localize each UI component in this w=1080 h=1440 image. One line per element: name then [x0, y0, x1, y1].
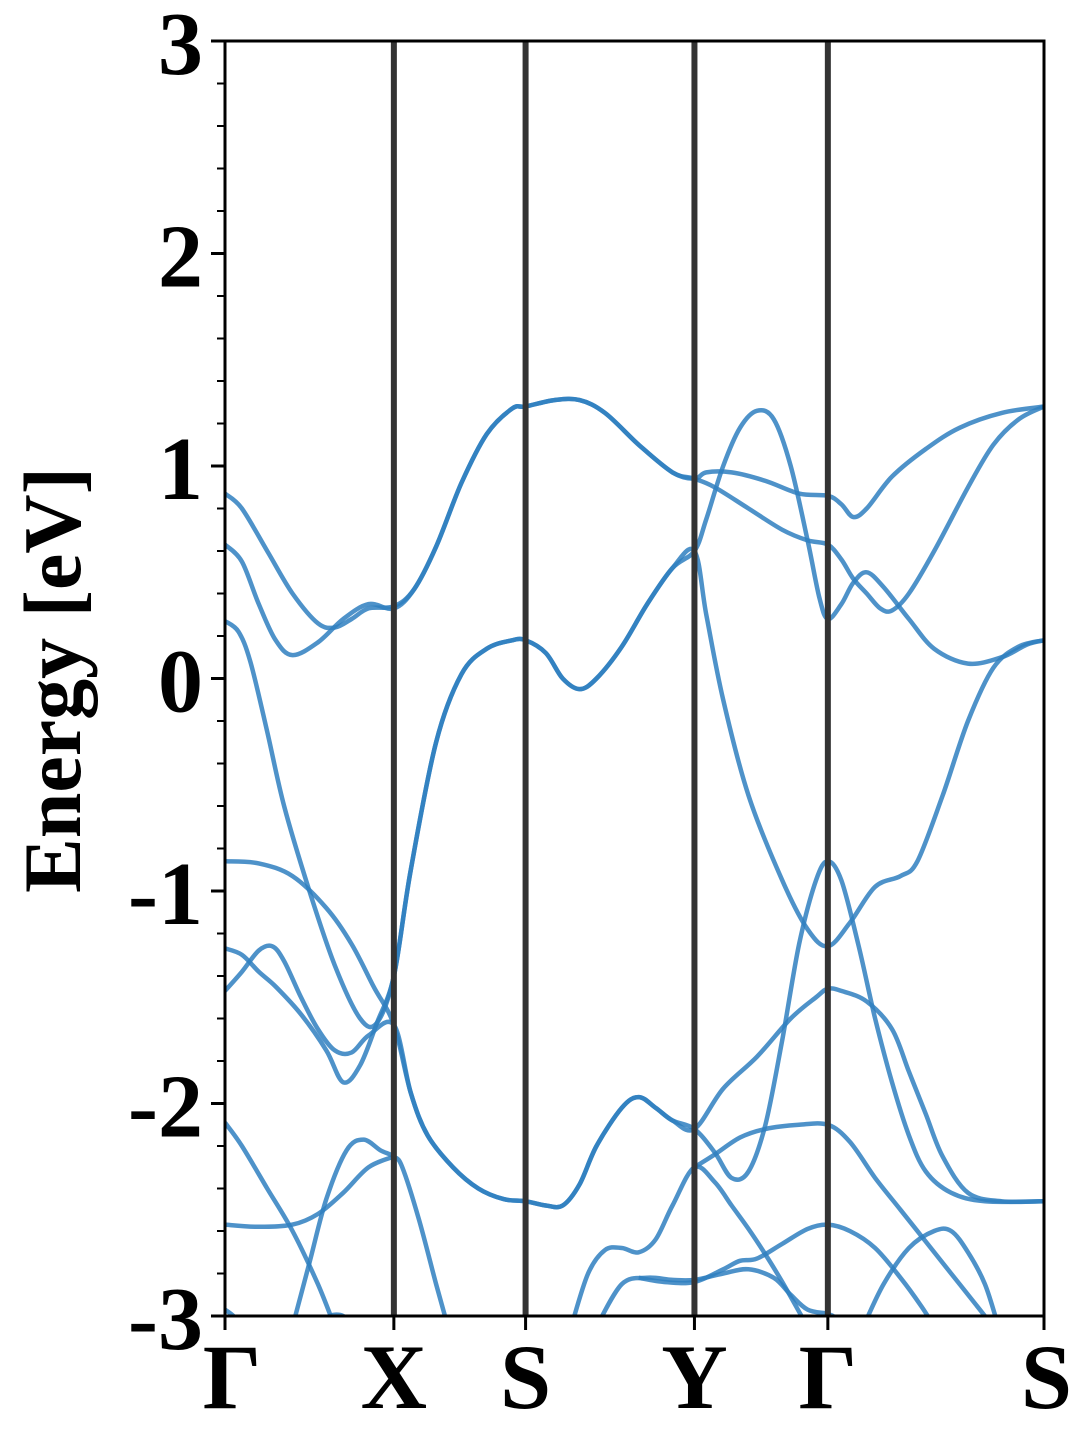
k-point-label: Γ — [799, 1326, 858, 1428]
band-line-8 — [293, 1137, 448, 1316]
plot-border — [223, 39, 1046, 1318]
band-line-15 — [225, 1307, 237, 1316]
band-line-6 — [225, 859, 1044, 1210]
k-point-label: S — [500, 1326, 551, 1428]
k-point-label: Γ — [203, 1326, 262, 1428]
band-line-14 — [865, 1226, 998, 1316]
y-tick-label: -2 — [128, 1058, 203, 1157]
band-line-2 — [225, 396, 1044, 658]
plot-frame — [223, 39, 1046, 1318]
y-tick-label: 1 — [158, 420, 203, 519]
band-line-10 — [571, 1164, 805, 1316]
y-tick-label: -1 — [128, 845, 203, 944]
k-point-label: X — [361, 1326, 427, 1428]
band-line-7 — [225, 1121, 334, 1316]
y-axis-label: Energy [eV] — [7, 467, 98, 893]
energy-bands — [225, 396, 1044, 1316]
band-line-1 — [225, 396, 1044, 631]
band-line-11 — [693, 1121, 988, 1316]
band-line-4 — [225, 859, 1044, 1210]
band-line-12 — [599, 1266, 838, 1316]
band-line-5 — [225, 546, 1044, 1085]
y-tick-label: -3 — [128, 1270, 203, 1369]
k-point-label: S — [1021, 1326, 1072, 1428]
k-point-label: Y — [661, 1326, 727, 1428]
high-symmetry-lines — [390, 41, 831, 1316]
y-tick-label: 3 — [158, 0, 203, 94]
y-tick-label: 2 — [158, 208, 203, 307]
y-axis-ticks: 3 2 1 0 -1 -2 -3 — [128, 0, 225, 1369]
y-tick-label: 0 — [158, 633, 203, 732]
band-line-9 — [225, 1154, 395, 1230]
